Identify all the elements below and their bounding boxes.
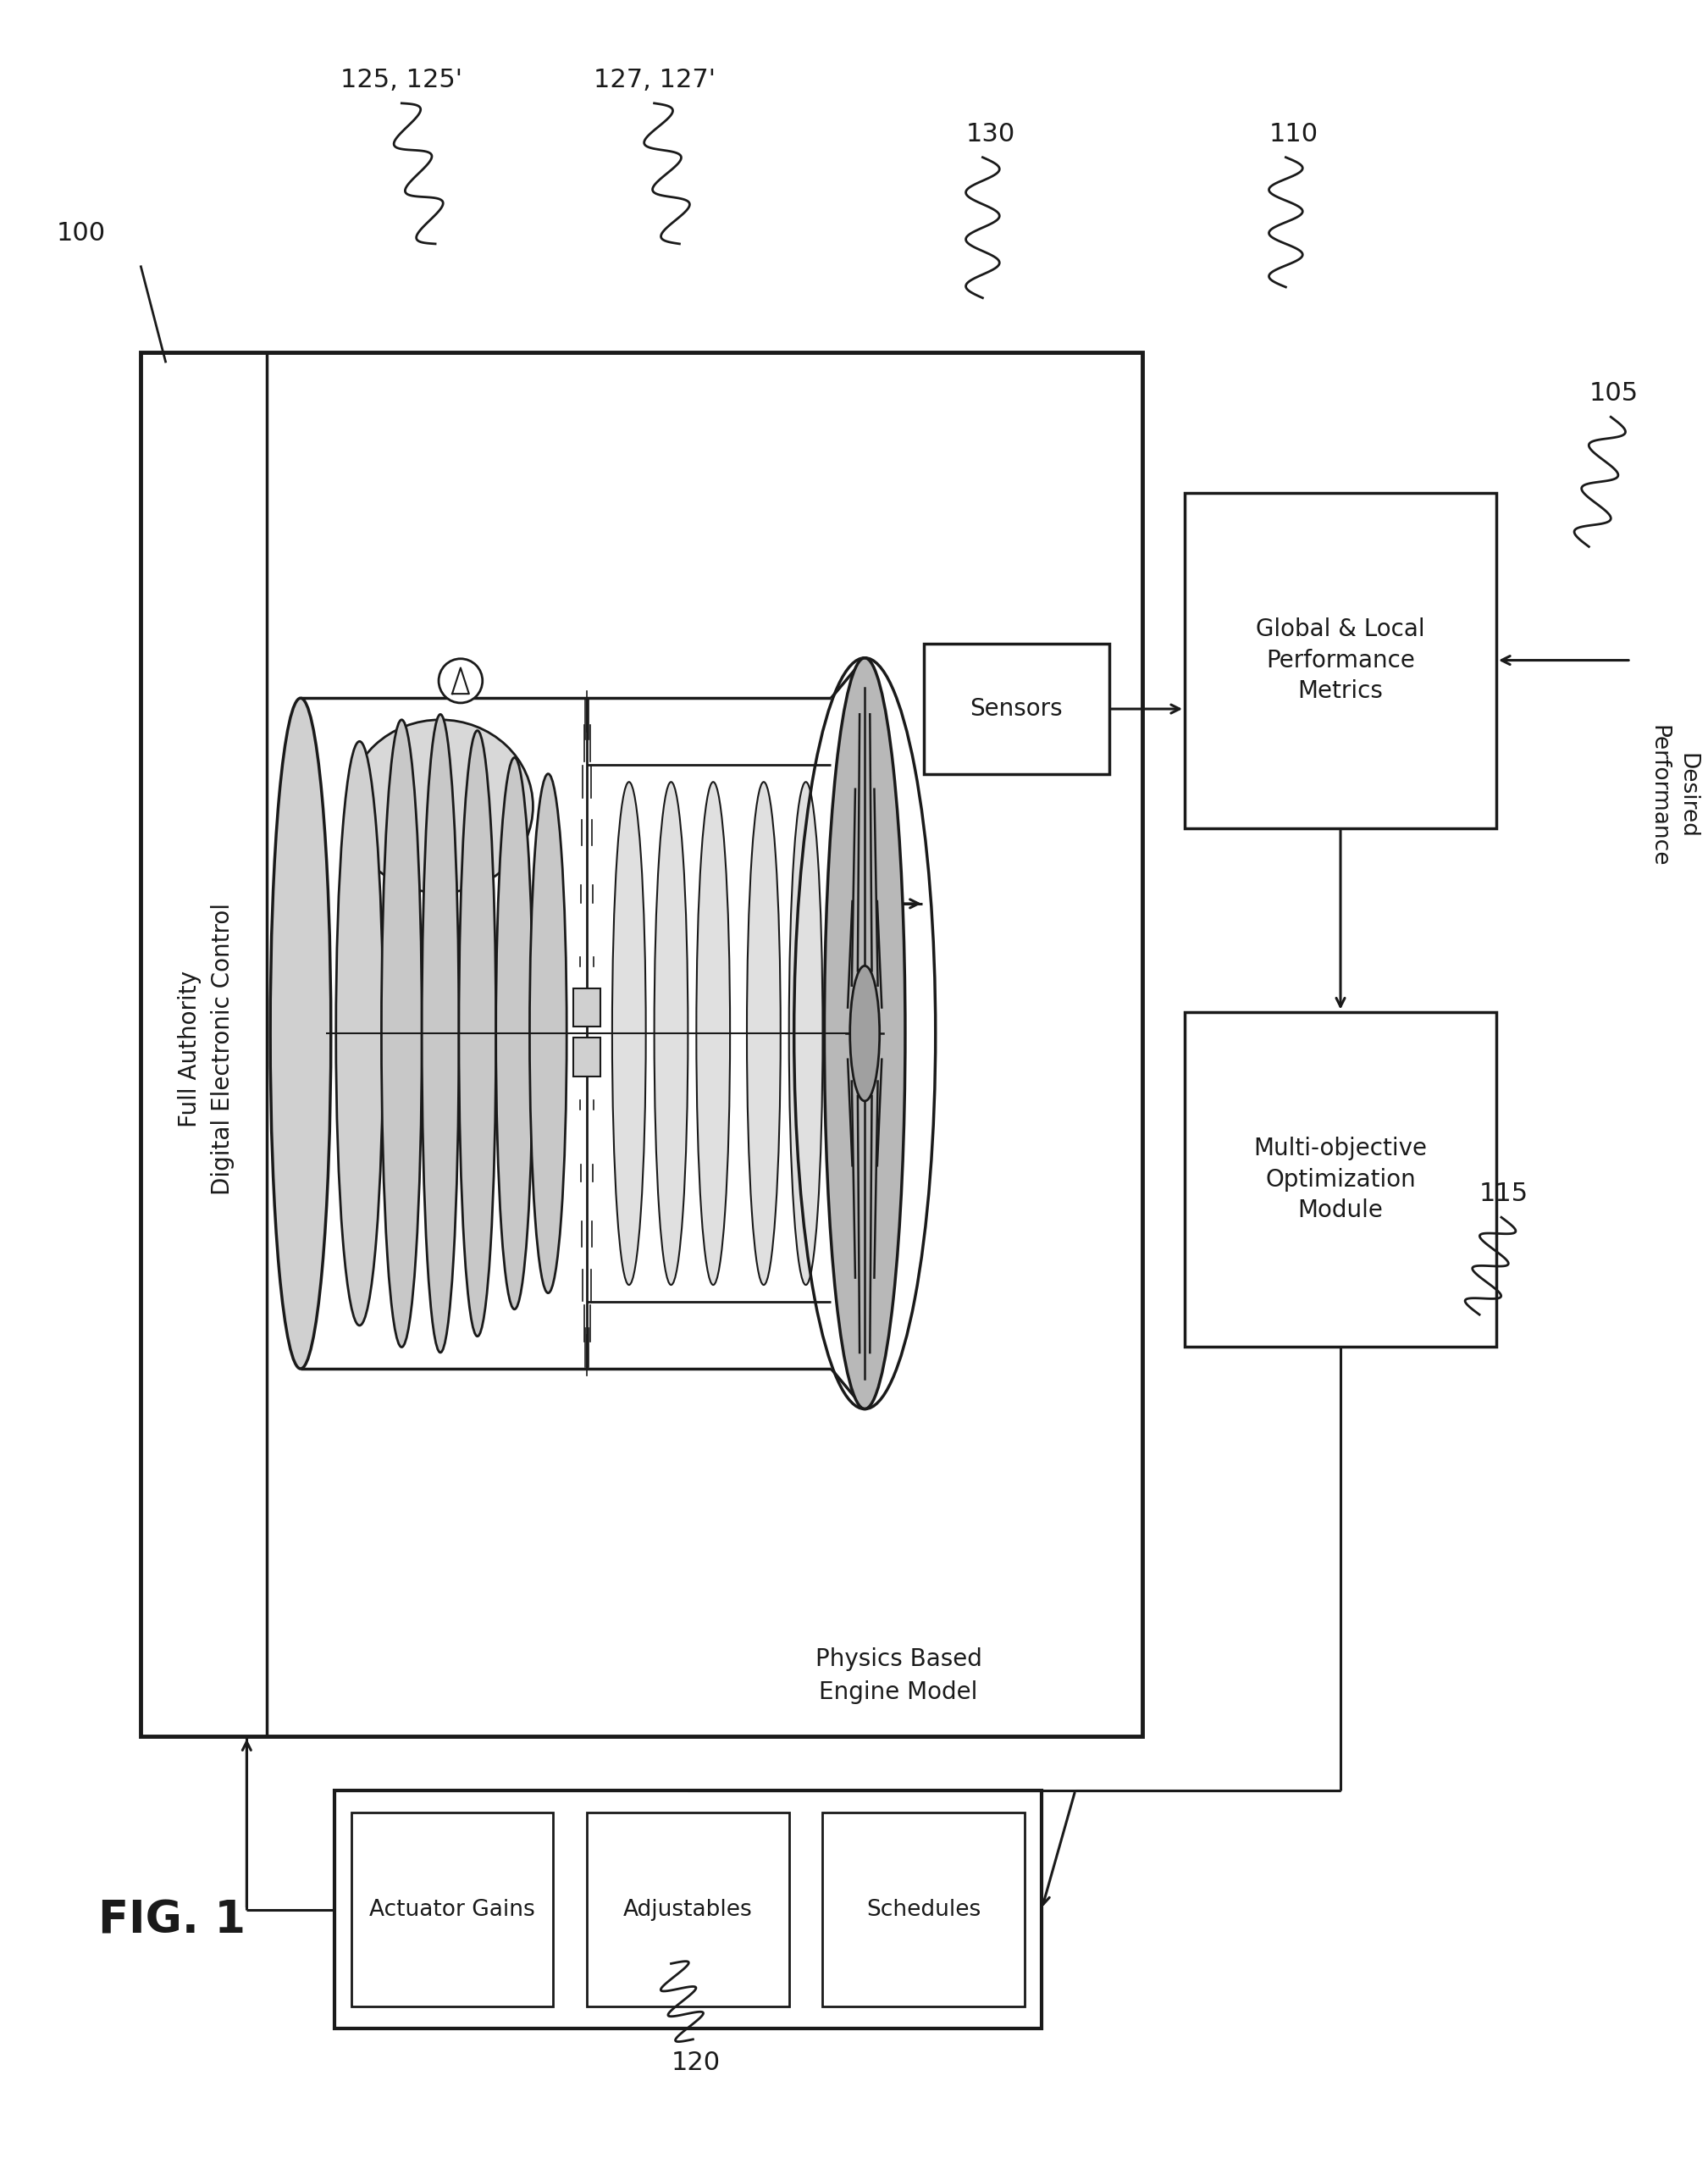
Text: Physics Based
Engine Model: Physics Based Engine Model bbox=[815, 1646, 982, 1705]
Text: Multi-objective
Optimization
Module: Multi-objective Optimization Module bbox=[1254, 1135, 1428, 1222]
Ellipse shape bbox=[422, 713, 459, 1353]
Text: Actuator Gains: Actuator Gains bbox=[369, 1899, 535, 1921]
Ellipse shape bbox=[851, 966, 880, 1101]
Text: Sensors: Sensors bbox=[970, 696, 1062, 720]
Ellipse shape bbox=[381, 720, 422, 1346]
Bar bbox=[574, 1037, 600, 1077]
Text: 105: 105 bbox=[1588, 381, 1638, 407]
Bar bbox=[352, 1812, 553, 2008]
Text: Adjustables: Adjustables bbox=[623, 1899, 753, 1921]
Ellipse shape bbox=[529, 774, 567, 1292]
Ellipse shape bbox=[348, 720, 533, 892]
Text: FIG. 1: FIG. 1 bbox=[99, 1899, 246, 1942]
Ellipse shape bbox=[654, 783, 688, 1285]
Ellipse shape bbox=[697, 783, 729, 1285]
Bar bbox=[1185, 492, 1496, 829]
Text: 110: 110 bbox=[1269, 122, 1319, 146]
Text: Schedules: Schedules bbox=[866, 1899, 980, 1921]
Ellipse shape bbox=[825, 657, 905, 1409]
Text: 127, 127': 127, 127' bbox=[593, 67, 716, 91]
Text: 100: 100 bbox=[56, 220, 106, 246]
Text: Global & Local
Performance
Metrics: Global & Local Performance Metrics bbox=[1255, 618, 1424, 703]
Bar bbox=[574, 987, 600, 1027]
Text: Desired
Performance: Desired Performance bbox=[1648, 724, 1698, 868]
Bar bbox=[1185, 1011, 1496, 1346]
Ellipse shape bbox=[495, 757, 533, 1309]
Ellipse shape bbox=[789, 783, 823, 1285]
Ellipse shape bbox=[270, 698, 331, 1368]
Bar bbox=[140, 352, 1143, 1736]
Bar bbox=[924, 644, 1108, 774]
Ellipse shape bbox=[439, 659, 482, 703]
Text: 120: 120 bbox=[671, 2051, 721, 2075]
Bar bbox=[823, 1812, 1025, 2008]
Ellipse shape bbox=[746, 783, 781, 1285]
Text: 130: 130 bbox=[965, 122, 1015, 146]
Text: Full Authority
Digital Electronic Control: Full Authority Digital Electronic Contro… bbox=[178, 903, 234, 1194]
Text: 125, 125': 125, 125' bbox=[340, 67, 463, 91]
Ellipse shape bbox=[459, 731, 495, 1335]
Ellipse shape bbox=[611, 783, 646, 1285]
Ellipse shape bbox=[336, 742, 383, 1325]
Bar bbox=[335, 1790, 1042, 2029]
Bar bbox=[588, 1812, 789, 2008]
Text: 115: 115 bbox=[1479, 1181, 1529, 1207]
